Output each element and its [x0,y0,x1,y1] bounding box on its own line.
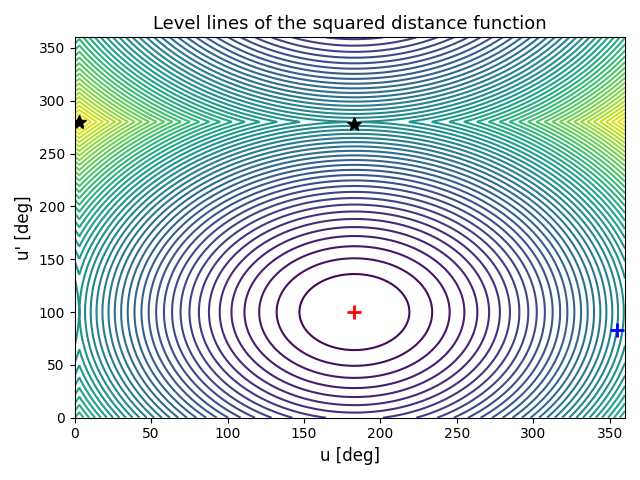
X-axis label: u [deg]: u [deg] [320,447,380,465]
Y-axis label: u' [deg]: u' [deg] [15,195,33,260]
Title: Level lines of the squared distance function: Level lines of the squared distance func… [153,15,547,33]
